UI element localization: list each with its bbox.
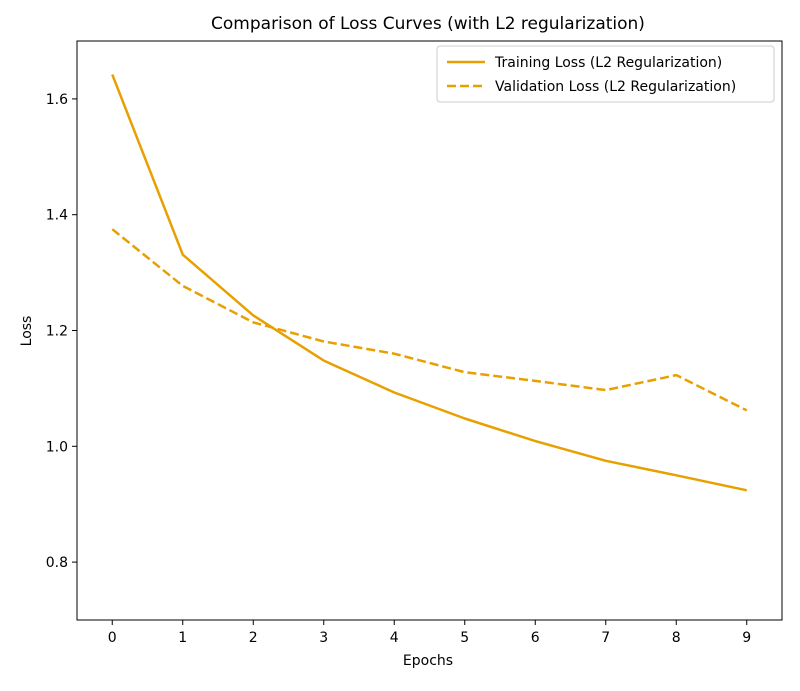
- training-loss-line: [111, 74, 748, 492]
- x-tick-label: 3: [319, 630, 328, 646]
- legend-label: Validation Loss (L2 Regularization): [495, 79, 736, 95]
- x-tick-label: 2: [249, 630, 258, 646]
- legend-box: [436, 45, 775, 103]
- x-tick-label: 4: [390, 630, 399, 646]
- plot-area: 0 1 2 3 4 5 6 7 8 9 0.8 1.0 1.2 1.4 1.6: [46, 40, 783, 646]
- legend-label: Training Loss (L2 Regularization): [494, 55, 722, 71]
- y-tick-label: 0.8: [46, 555, 68, 571]
- y-tick-label: 1.2: [46, 324, 68, 340]
- y-axis-label: Loss: [19, 316, 35, 347]
- validation-loss-line: [111, 228, 748, 412]
- x-tick-label: 0: [108, 630, 117, 646]
- x-tick-label: 9: [742, 630, 751, 646]
- x-tick-label: 5: [460, 630, 469, 646]
- x-tick-label: 8: [672, 630, 681, 646]
- y-tick-label: 1.0: [46, 439, 68, 455]
- x-tick-label: 1: [178, 630, 187, 646]
- x-tick-label: 6: [531, 630, 540, 646]
- y-tick-label: 1.6: [46, 92, 68, 108]
- x-axis-label: Epochs: [403, 653, 453, 669]
- plot-frame: [76, 40, 783, 621]
- x-tick-label: 7: [601, 630, 610, 646]
- legend: Training Loss (L2 Regularization) Validat…: [436, 45, 775, 103]
- y-tick-label: 1.4: [46, 208, 68, 224]
- chart-title: Comparison of Loss Curves (with L2 regul…: [211, 14, 645, 34]
